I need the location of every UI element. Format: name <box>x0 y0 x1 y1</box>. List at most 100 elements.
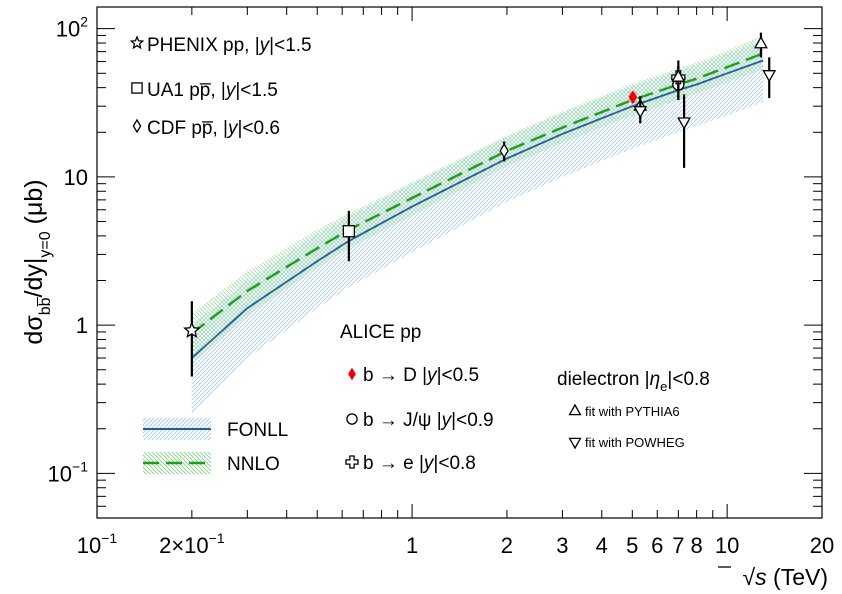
legend-label: FONLL <box>227 420 288 441</box>
legend-label: NNLO <box>227 454 280 475</box>
data-point-marker <box>183 321 201 338</box>
x-tick-label-text: 10 <box>77 533 101 558</box>
y-label-main: dσ <box>20 315 48 345</box>
x-tick-label-text: 10 <box>715 533 739 558</box>
legend-label-post: |<1.5 <box>269 35 311 56</box>
legend-item-alice: b → D |y|<0.5 <box>348 365 479 386</box>
legend-alice-title: ALICE pp <box>340 322 421 343</box>
legend-marker <box>131 82 143 94</box>
data-point <box>628 90 638 104</box>
x-tick-label-exp: −1 <box>101 530 117 546</box>
x-tick-label: 10−1 <box>77 530 118 558</box>
y-tick-label-text: 10 <box>56 17 80 42</box>
x-tick-label: 8 <box>690 533 702 558</box>
data-point <box>762 57 777 99</box>
legend-item-dielectron: fit with POWHEG <box>568 435 685 450</box>
x-tick-label: 6 <box>651 533 663 558</box>
legend-dielectron-title: dielectron |ηe|<0.8 <box>557 369 710 394</box>
x-label-var: s <box>755 564 767 590</box>
data-point <box>633 100 648 124</box>
y-label-eval: y=0 <box>37 231 54 257</box>
nnlo-band <box>191 35 764 364</box>
legend-label: PHENIX pp, |y|<1.5 <box>147 35 312 56</box>
y-label-tail: /dy <box>20 264 48 298</box>
data-point-marker <box>762 70 777 83</box>
x-tick-label-text: 6 <box>651 533 663 558</box>
fonll-band <box>191 41 764 415</box>
data-point <box>671 60 686 101</box>
legend-marker <box>132 118 142 134</box>
legend-label-post: |<0.9 <box>451 410 493 431</box>
x-tick-label: 10 <box>715 533 739 558</box>
legend-label-pre: b → D | <box>363 365 427 386</box>
data-point <box>183 301 201 377</box>
x-tick-label-text: 2×10 <box>159 533 209 558</box>
legend-dielectron-eta: η <box>650 369 661 390</box>
legend-dielectron-eta-sub: e <box>660 379 667 394</box>
y-tick-label: 10 <box>64 165 88 190</box>
legend-label: b → e |y|<0.8 <box>363 453 476 474</box>
legend-item-left: PHENIX pp, |y|<1.5 <box>129 35 312 56</box>
legend-label: b → J/ψ |y|<0.9 <box>363 410 494 431</box>
legend-label-italic: y <box>440 410 453 431</box>
x-tick-label: 2×10−1 <box>159 530 225 558</box>
data-point-marker <box>342 225 356 238</box>
x-tick-label-text: 7 <box>672 533 684 558</box>
legend-label: UA1 pp̅, |y|<1.5 <box>147 80 278 101</box>
legend-marker <box>345 455 359 469</box>
x-tick-label: 5 <box>626 533 638 558</box>
legend-item-dielectron: fit with PYTHIA6 <box>568 403 680 419</box>
legend-label-italic: y <box>422 453 435 474</box>
x-tick-label-text: 5 <box>626 533 638 558</box>
x-tick-label-text: 8 <box>690 533 702 558</box>
x-tick-label-text: 3 <box>556 533 568 558</box>
data-point <box>753 32 768 58</box>
legend-label-italic: y <box>226 118 239 139</box>
data-point-marker <box>628 90 638 104</box>
data-point-marker <box>677 117 692 130</box>
legend-label-italic: y <box>224 80 237 101</box>
legend-label-post: |<0.8 <box>433 453 475 474</box>
legend-item-left: CDF pp̅, |y|<0.6 <box>132 118 280 139</box>
x-tick-label-text: 20 <box>810 533 834 558</box>
plot-frame <box>96 6 823 519</box>
legend-label: fit with PYTHIA6 <box>585 404 680 419</box>
y-tick-label-exp: −1 <box>72 458 88 474</box>
y-tick-label-text: 10 <box>48 461 72 486</box>
legend-label: b → D |y|<0.5 <box>363 365 479 386</box>
legend-label-italic: y <box>425 365 438 386</box>
legend-label: CDF pp̅, |y|<0.6 <box>147 118 280 139</box>
legend-dielectron-post: |<0.8 <box>667 369 709 390</box>
x-label-unit: (TeV) <box>767 564 828 590</box>
legend-marker <box>129 35 145 50</box>
y-tick-label: 10−1 <box>48 458 89 486</box>
legend-label: fit with POWHEG <box>585 435 685 450</box>
legend-label-post: |<0.6 <box>237 118 279 139</box>
legend-alice: ALICE ppb → D |y|<0.5b → J/ψ |y|<0.9b → … <box>340 322 494 474</box>
data-point <box>342 210 356 262</box>
legend-label-post: |<0.5 <box>437 365 479 386</box>
x-tick-label: 4 <box>596 533 608 558</box>
x-tick-label-text: 4 <box>596 533 608 558</box>
legend-item-theory: NNLO <box>143 452 280 475</box>
x-tick-label: 20 <box>810 533 834 558</box>
data-point-marker <box>671 69 686 82</box>
data-point-marker <box>499 143 509 159</box>
legend-label-pre: CDF pp̅, | <box>147 118 228 139</box>
data-point <box>677 94 692 168</box>
x-axis-label: √s (TeV) <box>743 564 828 590</box>
legend-label-italic: y <box>258 35 271 56</box>
legend-marker <box>568 437 582 450</box>
data-point-marker <box>633 106 648 119</box>
y-axis-label: dσbb̅/dy|y=0 (μb) <box>20 179 54 344</box>
legend-label-pre: b → e | <box>363 453 424 474</box>
y-tick-label-exp: 2 <box>80 14 88 30</box>
data-point-marker <box>753 36 768 49</box>
legend-item-alice: b → J/ψ |y|<0.9 <box>346 410 494 431</box>
y-tick-label: 102 <box>56 14 88 42</box>
data-point <box>499 141 509 162</box>
legend-marker <box>346 413 358 425</box>
legend-marker <box>568 403 582 416</box>
y-tick-label-text: 1 <box>76 313 88 338</box>
fonll-curve <box>191 59 764 359</box>
